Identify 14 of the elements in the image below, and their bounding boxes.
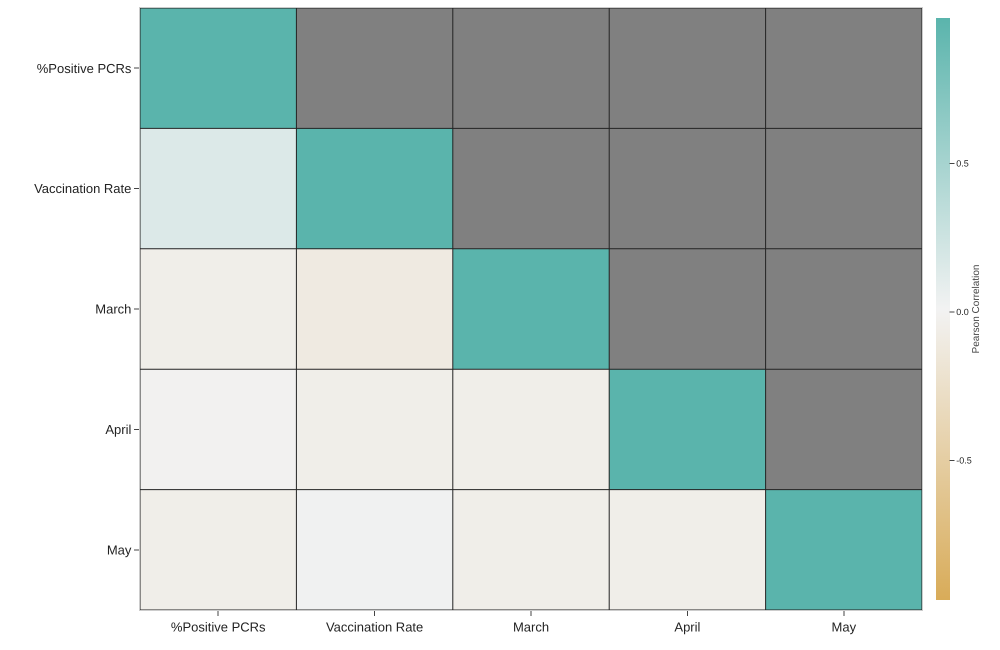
color-bar-title: Pearson Correlation [970, 264, 982, 354]
x-tick-label: April [674, 620, 701, 635]
color-bar-label: 0.5 [956, 158, 969, 169]
x-tick-label: Vaccination Rate [326, 620, 424, 635]
y-tick-label: April [105, 422, 132, 437]
color-bar-label: 0.0 [956, 307, 969, 318]
y-tick-label: Vaccination Rate [34, 181, 132, 196]
color-bar-label: -0.5 [956, 456, 972, 466]
y-tick-label: March [95, 302, 132, 317]
y-tick-label: May [106, 542, 132, 558]
x-tick-label: May [832, 620, 857, 635]
y-tick-label: %Positive PCRs [36, 60, 132, 76]
x-tick-label: %Positive PCRs [170, 620, 266, 635]
x-tick-label: March [512, 620, 550, 635]
